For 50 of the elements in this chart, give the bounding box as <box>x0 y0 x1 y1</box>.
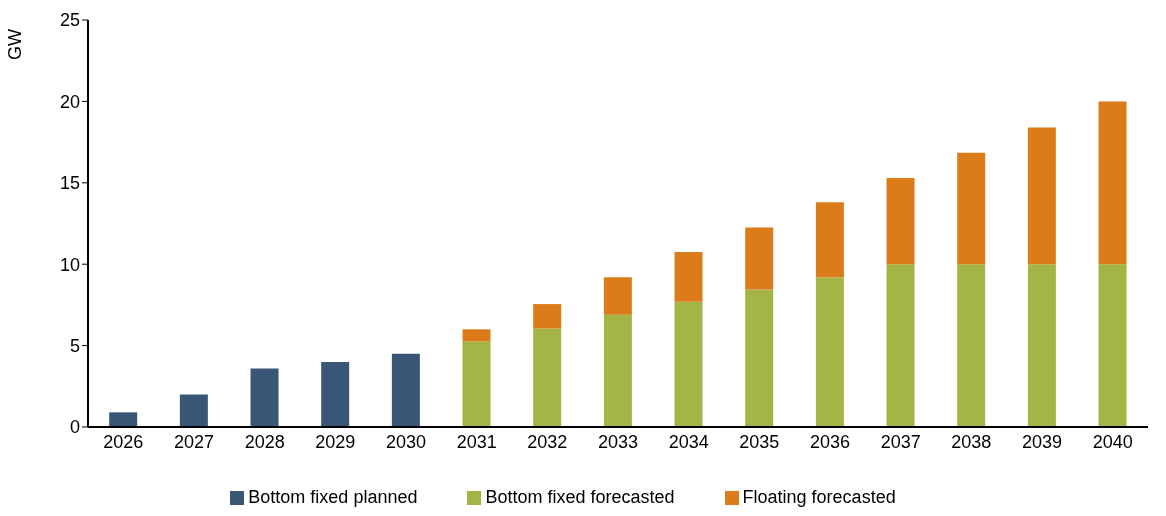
y-tick-label: 20 <box>59 91 80 112</box>
bar <box>957 264 986 427</box>
bar <box>250 368 279 427</box>
bar <box>321 361 350 427</box>
bar <box>745 227 774 290</box>
x-tick-label: 2027 <box>173 431 215 452</box>
x-tick-label: 2032 <box>527 431 568 452</box>
bar <box>957 152 986 265</box>
bar <box>391 353 420 427</box>
x-tick-label: 2036 <box>809 431 851 452</box>
x-tick-label: 2035 <box>739 431 780 452</box>
x-tick-label: 2039 <box>1021 431 1063 452</box>
bar <box>674 251 703 302</box>
x-tick-label: 2034 <box>668 431 709 452</box>
x-tick-label: 2029 <box>315 431 356 452</box>
bar <box>1098 264 1127 427</box>
x-tick-label: 2031 <box>456 431 497 452</box>
bar <box>815 277 844 427</box>
bar <box>462 329 491 342</box>
bar <box>674 301 703 427</box>
x-tick-label: 2030 <box>385 431 427 452</box>
bar <box>179 394 208 427</box>
bar <box>533 328 562 427</box>
bar <box>745 289 774 427</box>
y-tick-label: 15 <box>59 173 80 194</box>
bar <box>603 314 632 427</box>
legend-label: Bottom fixed forecasted <box>485 487 675 507</box>
bar <box>603 277 632 315</box>
bar <box>109 412 138 427</box>
bar <box>1027 127 1056 265</box>
legend-label: Bottom fixed planned <box>248 487 418 507</box>
x-tick-label: 2028 <box>244 431 285 452</box>
y-tick-label: 10 <box>59 254 80 275</box>
bar <box>533 304 562 329</box>
y-tick-label: 0 <box>69 417 80 438</box>
x-tick-label: 2026 <box>103 431 144 452</box>
x-tick-label: 2040 <box>1092 431 1133 452</box>
bar <box>886 264 915 427</box>
bar <box>462 341 491 427</box>
bar <box>1027 264 1056 427</box>
y-tick-label: 25 <box>59 10 80 31</box>
x-tick-label: 2033 <box>597 431 639 452</box>
bar <box>815 202 844 278</box>
bar <box>886 177 915 265</box>
legend-label: Floating forecasted <box>742 487 896 507</box>
x-tick-label: 2037 <box>880 431 921 452</box>
bar <box>1098 101 1127 265</box>
x-tick-label: 2038 <box>951 431 992 452</box>
y-tick-label: 5 <box>69 335 80 356</box>
y-axis-title: GW <box>4 29 25 60</box>
